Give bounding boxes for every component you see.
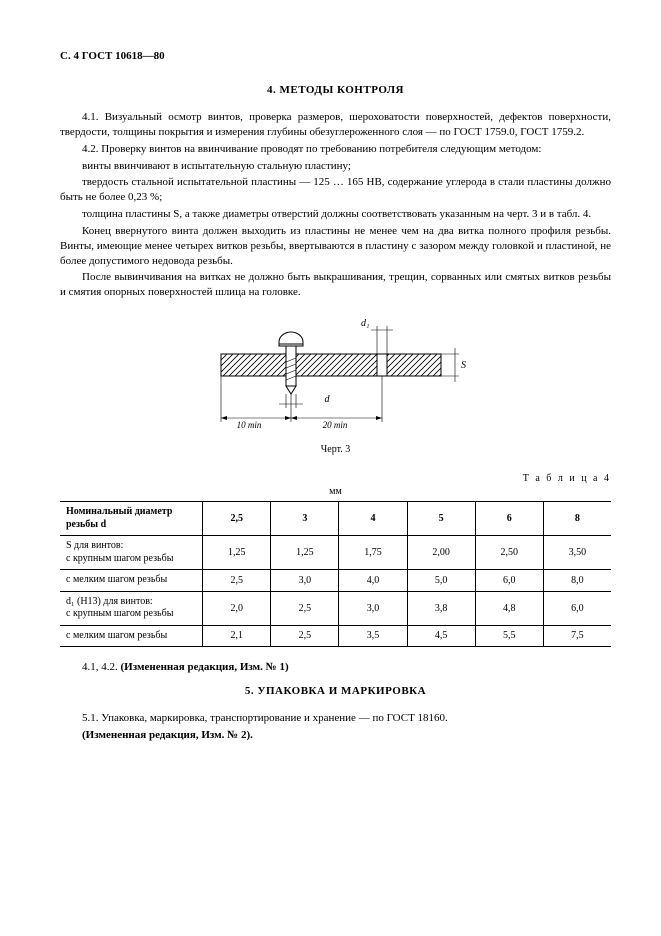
table-cell: 2,5 [203,570,271,592]
table-cell: 2,00 [407,536,475,570]
table-4-unit: мм [60,486,611,497]
table-cell: 3,0 [271,570,339,592]
s-label: S [461,360,466,371]
paragraph-4-1: 4.1. Визуальный осмотр винтов, проверка … [60,110,611,140]
table-header-cell: 8 [543,502,611,536]
table-row: S для винтов: с крупным шагом резьбы 1,2… [60,536,611,570]
table-row: с мелким шагом резьбы 2,1 2,5 3,5 4,5 5,… [60,625,611,647]
table-cell: S для винтов: с крупным шагом резьбы [60,536,203,570]
table-row: Номинальный диаметр резьбы d 2,5 3 4 5 6… [60,502,611,536]
paragraph-4-2a: винты ввинчивают в испытательную стальну… [60,159,611,174]
table-header-cell: 3 [271,502,339,536]
table-cell: 5,5 [475,625,543,647]
table-cell: 4,0 [339,570,407,592]
table-row: d₁ (H13) для винтов: с крупным шагом рез… [60,591,611,625]
table-cell: 2,5 [271,591,339,625]
paragraph-5-1: 5.1. Упаковка, маркировка, транспортиров… [60,711,611,726]
table-header-cell: 6 [475,502,543,536]
table-cell: с мелким шагом резьбы [60,625,203,647]
table-cell: 8,0 [543,570,611,592]
table-cell: 7,5 [543,625,611,647]
d-label: d [324,394,330,405]
table-cell: 1,75 [339,536,407,570]
table-cell: 2,0 [203,591,271,625]
table-cell: 2,1 [203,625,271,647]
table-cell: 4,8 [475,591,543,625]
paragraph-5-1b: (Измененная редакция, Изм. № 2). [60,728,611,743]
dim-20min: 20 min [322,420,347,430]
section-5-title: 5. УПАКОВКА И МАРКИРОВКА [60,685,611,697]
note-4142-bold: (Измененная редакция, Изм. № 1) [121,661,289,673]
table-cell: 6,0 [543,591,611,625]
table-cell: 4,5 [407,625,475,647]
page: С. 4 ГОСТ 10618—80 4. МЕТОДЫ КОНТРОЛЯ 4.… [0,0,661,795]
table-cell: 5,0 [407,570,475,592]
paragraph-4-2: 4.2. Проверку винтов на ввинчивание пров… [60,142,611,157]
table-4-caption: Т а б л и ц а 4 [60,473,611,484]
table-cell: 1,25 [271,536,339,570]
table-header-cell: 2,5 [203,502,271,536]
paragraph-4-2c: толщина пластины S, а также диаметры отв… [60,207,611,222]
figure-3: d₁ S d 10 min 20 min [201,314,471,434]
table-cell: с мелким шагом резьбы [60,570,203,592]
after-table-note: 4.1, 4.2. (Измененная редакция, Изм. № 1… [60,661,611,673]
figure-3-caption: Черт. 3 [60,444,611,455]
table-row: с мелким шагом резьбы 2,5 3,0 4,0 5,0 6,… [60,570,611,592]
paragraph-4-2d: Конец ввернутого винта должен выходить и… [60,224,611,269]
table-header-cell: 5 [407,502,475,536]
paragraph-4-2e: После вывинчивания на витках не должно б… [60,270,611,300]
table-cell: 6,0 [475,570,543,592]
table-cell: d₁ (H13) для винтов: с крупным шагом рез… [60,591,203,625]
dim-10min: 10 min [236,420,261,430]
table-cell: 3,5 [339,625,407,647]
note-4142-text: 4.1, 4.2. [82,661,121,673]
table-header-cell: 4 [339,502,407,536]
table-cell: 3,0 [339,591,407,625]
section-4-title: 4. МЕТОДЫ КОНТРОЛЯ [60,84,611,96]
table-cell: 3,8 [407,591,475,625]
table-header-cell: Номинальный диаметр резьбы d [60,502,203,536]
paragraph-4-2b: твердость стальной испытательной пластин… [60,175,611,205]
table-cell: 1,25 [203,536,271,570]
table-cell: 3,50 [543,536,611,570]
table-4: Номинальный диаметр резьбы d 2,5 3 4 5 6… [60,501,611,647]
page-header: С. 4 ГОСТ 10618—80 [60,50,611,62]
figure-3-svg: d₁ S d 10 min 20 min [201,314,471,434]
table-cell: 2,50 [475,536,543,570]
table-cell: 2,5 [271,625,339,647]
d1-label: d₁ [361,318,369,329]
